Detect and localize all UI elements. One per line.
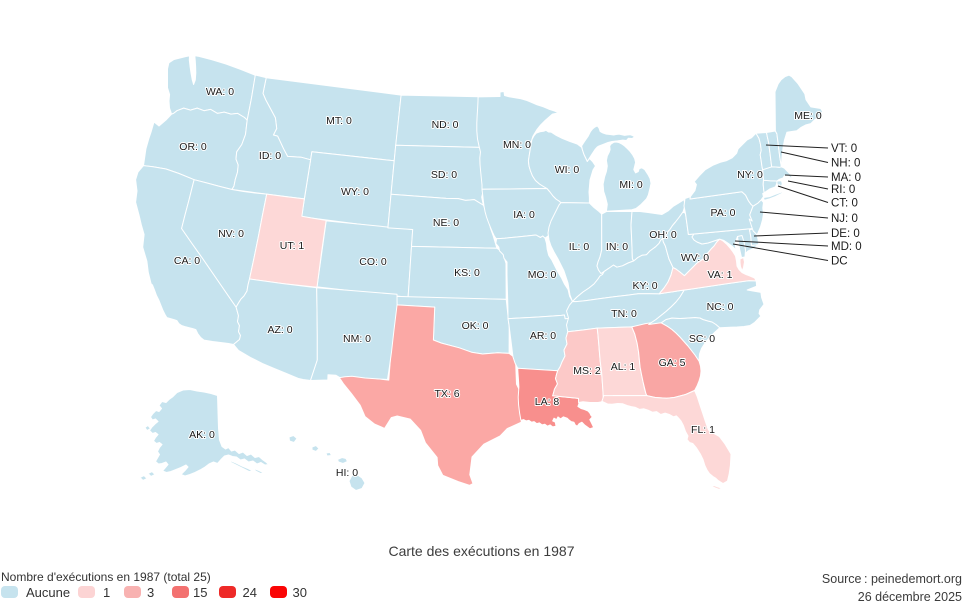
svg-text:CA: 0: CA: 0 <box>174 255 200 267</box>
svg-text:MN: 0: MN: 0 <box>503 139 531 151</box>
svg-text:NJ: 0: NJ: 0 <box>831 213 858 225</box>
svg-text:NV: 0: NV: 0 <box>218 228 244 240</box>
svg-text:SD: 0: SD: 0 <box>431 169 457 181</box>
svg-text:ID: 0: ID: 0 <box>259 150 281 162</box>
svg-text:UT: 1: UT: 1 <box>280 240 305 252</box>
svg-text:CO: 0: CO: 0 <box>359 256 387 268</box>
svg-text:TX: 6: TX: 6 <box>434 388 459 400</box>
svg-text:IN: 0: IN: 0 <box>606 241 628 253</box>
svg-text:MO: 0: MO: 0 <box>528 269 557 281</box>
svg-text:NC: 0: NC: 0 <box>707 301 734 313</box>
svg-text:WA: 0: WA: 0 <box>206 86 234 98</box>
svg-text:ME: 0: ME: 0 <box>794 110 822 122</box>
svg-text:AR: 0: AR: 0 <box>530 330 556 342</box>
svg-text:WY: 0: WY: 0 <box>341 186 369 198</box>
svg-text:RI: 0: RI: 0 <box>831 184 855 196</box>
svg-text:AL: 1: AL: 1 <box>611 361 636 373</box>
svg-text:LA: 8: LA: 8 <box>535 396 560 408</box>
svg-text:HI: 0: HI: 0 <box>336 467 358 479</box>
svg-text:AK: 0: AK: 0 <box>189 429 215 441</box>
svg-text:MI: 0: MI: 0 <box>619 179 642 191</box>
svg-text:NM: 0: NM: 0 <box>343 333 371 345</box>
svg-text:FL: 1: FL: 1 <box>691 424 715 436</box>
svg-text:KS: 0: KS: 0 <box>454 267 480 279</box>
svg-text:AZ: 0: AZ: 0 <box>267 324 292 336</box>
svg-text:CT: 0: CT: 0 <box>831 198 858 210</box>
svg-text:WV: 0: WV: 0 <box>681 252 709 264</box>
svg-text:GA: 5: GA: 5 <box>659 357 686 369</box>
svg-text:MA: 0: MA: 0 <box>831 172 861 184</box>
svg-text:ND: 0: ND: 0 <box>432 119 459 131</box>
svg-text:NH: 0: NH: 0 <box>831 158 860 170</box>
svg-text:OR: 0: OR: 0 <box>179 141 207 153</box>
svg-text:IL: 0: IL: 0 <box>569 241 590 253</box>
svg-text:DC: DC <box>831 256 848 268</box>
svg-text:NY: 0: NY: 0 <box>737 169 763 181</box>
svg-text:OH: 0: OH: 0 <box>649 229 677 241</box>
svg-text:PA: 0: PA: 0 <box>711 207 736 219</box>
svg-text:MT: 0: MT: 0 <box>326 115 352 127</box>
svg-text:IA: 0: IA: 0 <box>513 209 535 221</box>
svg-text:VT: 0: VT: 0 <box>831 143 857 155</box>
svg-text:TN: 0: TN: 0 <box>611 308 637 320</box>
svg-text:OK: 0: OK: 0 <box>462 320 489 332</box>
svg-text:WI: 0: WI: 0 <box>555 164 580 176</box>
svg-text:SC: 0: SC: 0 <box>689 333 715 345</box>
svg-text:MS: 2: MS: 2 <box>573 365 601 377</box>
svg-text:NE: 0: NE: 0 <box>433 217 459 229</box>
svg-text:VA: 1: VA: 1 <box>708 269 733 281</box>
svg-text:KY: 0: KY: 0 <box>632 280 657 292</box>
svg-text:MD: 0: MD: 0 <box>831 241 862 253</box>
svg-text:DE: 0: DE: 0 <box>831 228 860 240</box>
